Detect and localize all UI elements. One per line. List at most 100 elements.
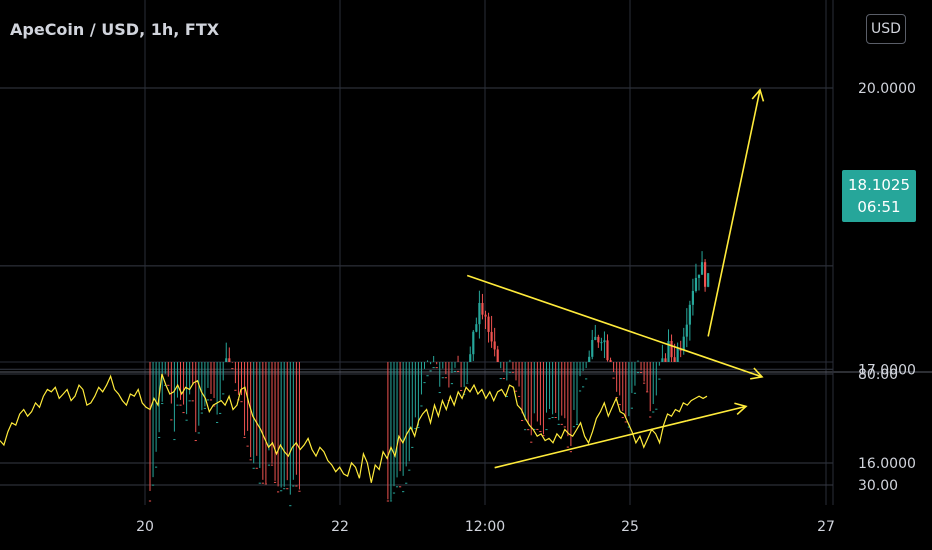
candle-body [167, 384, 170, 386]
candle-body [527, 429, 530, 431]
candle-body [200, 412, 203, 414]
candle-body [597, 336, 600, 343]
price-tick-label: 20.0000 [858, 81, 916, 97]
candle-body [658, 378, 661, 380]
candle-body [429, 370, 432, 372]
candle-body [554, 416, 557, 418]
candle-body [548, 418, 551, 420]
candle-body [389, 500, 393, 502]
candle-body [569, 451, 572, 453]
candle-body [453, 370, 457, 372]
candle-body [417, 426, 420, 428]
candle-body [225, 358, 228, 362]
grid-lines [0, 0, 932, 505]
candle-body [487, 316, 490, 332]
candle-body [273, 481, 277, 483]
price-tick-label: 17.0000 [858, 362, 916, 378]
currency-button[interactable]: USD [866, 14, 906, 44]
candle-body [277, 491, 280, 493]
candle-body [578, 390, 582, 392]
candle-body [151, 484, 155, 486]
candle-body [667, 340, 670, 362]
candle-body [514, 390, 518, 392]
candle-body [612, 377, 615, 379]
candle-body [176, 404, 179, 406]
candle-body [185, 419, 188, 421]
time-tick-label: 20 [136, 519, 154, 535]
candle-body [456, 370, 460, 372]
candle-body [591, 339, 594, 357]
candle-body [542, 435, 545, 437]
candle-body [246, 445, 249, 447]
candle-body [280, 490, 283, 492]
candle-body [533, 428, 536, 430]
bar-countdown: 06:51 [857, 198, 901, 216]
candle-body [399, 486, 402, 488]
candle-body [639, 372, 643, 374]
candle-body [499, 378, 502, 380]
candle-body [426, 375, 429, 377]
price-tick-label: 16.0000 [858, 456, 916, 472]
candle-body [148, 500, 152, 502]
candle-body [700, 262, 704, 275]
candle-body [161, 403, 164, 405]
last-price-badge: 18.1025 06:51 [842, 170, 916, 222]
candle-body [435, 367, 438, 369]
candle-body [197, 432, 200, 434]
candle-body [264, 483, 267, 485]
candle-body [155, 466, 158, 468]
candle-body [649, 416, 652, 418]
candle-body [707, 273, 710, 287]
upper-trendline-ext [698, 354, 763, 378]
upper-trendline-head [750, 367, 764, 380]
candle-body [395, 486, 399, 488]
chart-title: ApeCoin / USD, 1h, FTX [10, 20, 220, 39]
candle-body [234, 389, 237, 391]
candle-body [292, 485, 295, 487]
price-axis: 20.0000 17.0000 16.0000 80.00 30.00 [858, 81, 916, 494]
last-price-value: 18.1025 [847, 176, 911, 194]
candle-body [585, 378, 588, 380]
candle-body [203, 407, 206, 409]
rsi-line [0, 373, 708, 483]
candle-body [636, 372, 640, 374]
candle-body [475, 324, 478, 332]
candle-body [173, 439, 176, 441]
candle-body [460, 389, 463, 391]
lower-trendline [494, 420, 687, 469]
candle-body [694, 277, 698, 291]
candle-body [283, 488, 286, 490]
candle-body [450, 383, 454, 385]
candle-body [411, 446, 414, 448]
candle-body [508, 371, 511, 373]
candle-body [261, 482, 264, 484]
candle-body [630, 407, 633, 409]
candle-body [505, 395, 508, 397]
candle-body [582, 386, 585, 388]
candle-body [517, 395, 521, 397]
upper-trendline [466, 274, 700, 356]
candle-body [606, 340, 609, 361]
candle-body [688, 304, 691, 325]
candle-body [484, 314, 487, 317]
candle-body [627, 426, 630, 428]
candle-body [158, 436, 161, 438]
candle-body [621, 417, 624, 419]
candle-body [206, 399, 210, 401]
candle-body [469, 354, 472, 362]
candle-body [298, 490, 301, 492]
candle-body [524, 429, 527, 431]
candle-body [511, 371, 515, 373]
candlestick-series [148, 251, 710, 507]
candle-body [615, 397, 618, 399]
candle-body [661, 358, 664, 362]
rsi-tick-label: 30.00 [858, 478, 898, 494]
candle-body [490, 331, 493, 342]
candle-body [209, 399, 213, 401]
candle-body [551, 416, 554, 418]
candle-body [444, 377, 447, 379]
candle-body [231, 368, 234, 370]
candle-body [655, 408, 658, 410]
time-tick-label: 12:00 [465, 519, 505, 535]
